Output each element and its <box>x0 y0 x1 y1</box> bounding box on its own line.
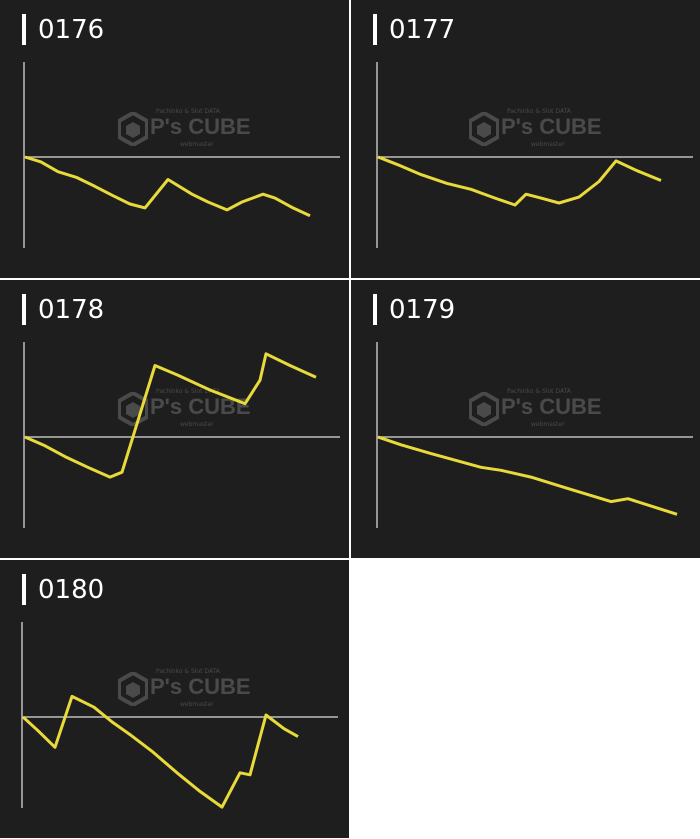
chart-title: 0176 <box>38 15 105 45</box>
series-line <box>24 352 317 479</box>
cube-logo-icon <box>118 392 148 426</box>
title-accent-bar <box>22 14 26 45</box>
watermark-sub: webmaster <box>531 141 565 148</box>
series-line <box>24 155 311 218</box>
title-accent-bar <box>373 294 377 325</box>
line-chart <box>376 62 693 248</box>
watermark-brand: P's CUBE <box>501 394 602 419</box>
line-chart <box>376 342 693 528</box>
series-line <box>377 155 662 207</box>
series-line <box>21 694 299 809</box>
watermark-sub: webmaster <box>180 421 214 428</box>
line-chart <box>23 342 340 528</box>
watermark-brand: P's CUBE <box>501 114 602 139</box>
chart-title: 0178 <box>38 295 105 325</box>
cube-logo-icon <box>469 112 499 146</box>
watermark-tagline: Pachinko & Slot DATA <box>156 668 220 675</box>
title-accent-bar <box>22 574 26 605</box>
series-line <box>377 435 678 516</box>
watermark-tagline: Pachinko & Slot DATA <box>507 108 571 115</box>
chart-panel: 0180 Pachinko & Slot DATA P's CUBE webma… <box>0 560 349 838</box>
chart-panel: 0179 Pachinko & Slot DATA P's CUBE webma… <box>351 280 700 558</box>
watermark-sub: webmaster <box>180 141 214 148</box>
line-chart <box>23 62 340 248</box>
cube-logo-icon <box>469 392 499 426</box>
cube-logo-icon <box>118 112 148 146</box>
chart-title: 0179 <box>389 295 456 325</box>
watermark-sub: webmaster <box>180 701 214 708</box>
title-accent-bar <box>22 294 26 325</box>
chart-title: 0180 <box>38 575 105 605</box>
watermark-brand: P's CUBE <box>150 674 251 699</box>
chart-panel: 0177 Pachinko & Slot DATA P's CUBE webma… <box>351 0 700 278</box>
chart-panel: 0178 Pachinko & Slot DATA P's CUBE webma… <box>0 280 349 558</box>
watermark-sub: webmaster <box>531 421 565 428</box>
watermark-tagline: Pachinko & Slot DATA <box>156 388 220 395</box>
watermark-tagline: Pachinko & Slot DATA <box>156 108 220 115</box>
line-chart <box>21 622 338 809</box>
chart-panel: 0176 Pachinko & Slot DATA P's CUBE webma… <box>0 0 349 278</box>
watermark-brand: P's CUBE <box>150 114 251 139</box>
watermark-tagline: Pachinko & Slot DATA <box>507 388 571 395</box>
title-accent-bar <box>373 14 377 45</box>
cube-logo-icon <box>118 672 148 706</box>
chart-title: 0177 <box>389 15 456 45</box>
